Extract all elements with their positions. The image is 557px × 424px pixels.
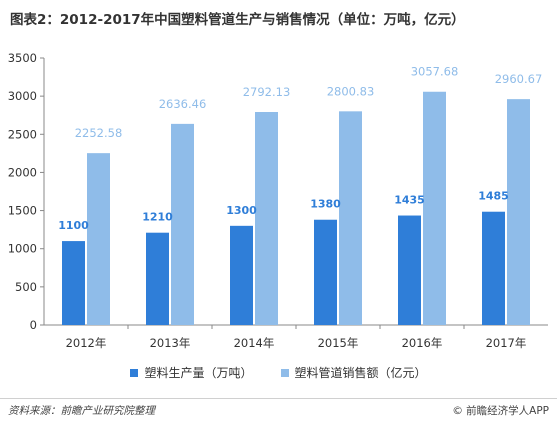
- credit-label: 前瞻经济学人APP: [466, 405, 549, 417]
- legend-swatch-sales: [280, 368, 289, 377]
- x-tick-label: 2017年: [486, 336, 527, 350]
- bar-production: [146, 232, 169, 325]
- bar-sales: [87, 153, 110, 325]
- data-label-production: 1435: [394, 194, 425, 207]
- bar-sales: [507, 99, 530, 325]
- bar-production: [230, 225, 253, 325]
- data-label-sales: 2800.83: [327, 84, 375, 98]
- source-note: 资料来源：前瞻产业研究院整理: [8, 405, 155, 417]
- x-tick-label: 2013年: [150, 336, 191, 350]
- bar-production: [62, 241, 85, 325]
- y-tick-label: 0: [30, 318, 37, 332]
- bar-sales: [171, 123, 194, 325]
- legend-label-production: 塑料生产量（万吨）: [144, 366, 253, 380]
- data-label-production: 1100: [58, 219, 89, 232]
- data-label-sales: 3057.68: [411, 65, 459, 79]
- data-label-production: 1300: [226, 204, 257, 217]
- x-tick-label: 2015年: [318, 336, 359, 350]
- y-tick-label: 1500: [8, 204, 37, 218]
- data-label-sales: 2960.67: [495, 72, 543, 86]
- bar-production: [482, 211, 505, 325]
- y-tick-label: 2500: [8, 127, 37, 141]
- data-label-production: 1380: [310, 198, 341, 211]
- copyright-icon: ©: [452, 404, 464, 417]
- legend-swatch-production: [130, 368, 139, 377]
- data-label-sales: 2792.13: [243, 85, 291, 99]
- bar-production: [314, 219, 337, 325]
- footer: 资料来源：前瞻产业研究院整理 © 前瞻经济学人APP: [0, 398, 557, 421]
- bar-production: [398, 215, 421, 325]
- data-label-sales: 2636.46: [159, 97, 207, 111]
- data-label-production: 1485: [478, 190, 509, 203]
- y-tick-label: 1000: [8, 242, 37, 256]
- x-tick-label: 2012年: [66, 336, 107, 350]
- y-tick-label: 2000: [8, 165, 37, 179]
- legend-item-sales: 塑料管道销售额（亿元）: [280, 364, 427, 381]
- y-tick-label: 500: [15, 280, 37, 294]
- data-label-production: 1210: [142, 211, 173, 224]
- legend-item-production: 塑料生产量（万吨）: [130, 364, 253, 381]
- bar-sales: [255, 112, 278, 325]
- data-label-sales: 2252.58: [75, 126, 123, 140]
- bar-sales: [423, 91, 446, 325]
- y-tick-label: 3000: [8, 89, 37, 103]
- x-tick-label: 2016年: [402, 336, 443, 350]
- credit: © 前瞻经济学人APP: [452, 403, 549, 418]
- legend-label-sales: 塑料管道销售额（亿元）: [294, 366, 427, 380]
- x-tick-label: 2014年: [234, 336, 275, 350]
- chart-title: 图表2：2012-2017年中国塑料管道生产与销售情况（单位：万吨，亿元）: [10, 12, 465, 28]
- bar-chart: 0 500 1000 1500 2000 2500 3000 3500 2012年 2013年 20…: [8, 51, 548, 350]
- y-tick-label: 3500: [8, 51, 37, 65]
- bar-sales: [339, 111, 362, 325]
- chart-legend: 塑料生产量（万吨） 塑料管道销售额（亿元）: [0, 364, 557, 381]
